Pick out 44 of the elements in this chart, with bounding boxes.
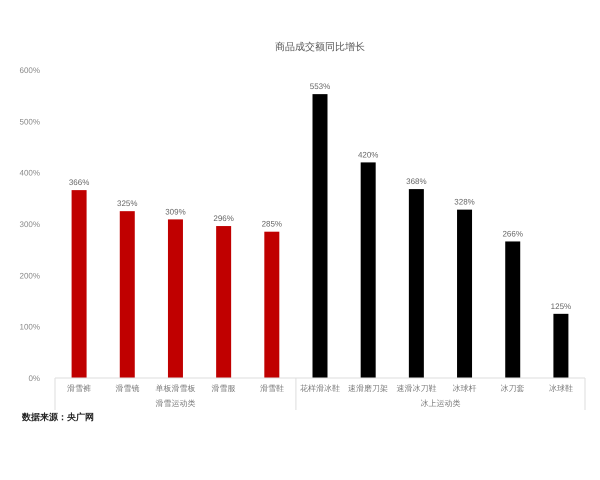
bar — [312, 94, 328, 378]
x-tick-label: 速滑磨刀架 — [348, 384, 388, 393]
x-tick-label: 滑雪服 — [212, 384, 236, 393]
y-tick-label: 100% — [20, 322, 40, 332]
x-tick-label: 花样滑冰鞋 — [300, 384, 340, 393]
text: 冰上运动类 — [420, 399, 460, 408]
source-note: 数据来源：央广网 — [21, 412, 94, 422]
x-tick-label: 滑雪镜 — [115, 384, 140, 393]
data-label: 296% — [213, 214, 234, 224]
data-label: 266% — [502, 229, 523, 238]
data-label: 368% — [406, 177, 427, 186]
data-label: 309% — [165, 207, 186, 216]
x-tick-label: 滑雪裤 — [67, 384, 92, 393]
bar — [553, 314, 568, 378]
x-tick-label: 滑雪鞋 — [260, 384, 284, 393]
bar — [408, 189, 424, 378]
y-tick-label: 600% — [20, 66, 40, 75]
y-tick-label: 0% — [28, 374, 40, 383]
x-tick-label: 单板滑雪板 — [155, 384, 196, 393]
bar — [360, 162, 376, 378]
y-tick-label: 200% — [20, 271, 40, 280]
bar — [216, 226, 232, 378]
bar — [120, 211, 135, 378]
data-label: 328% — [454, 198, 475, 207]
y-tick-label: 300% — [20, 220, 40, 229]
data-label: 285% — [262, 220, 282, 229]
bar — [168, 219, 183, 378]
text: 滑雪运动类 — [155, 399, 196, 408]
data-label: 553% — [310, 82, 330, 92]
bar — [72, 190, 87, 378]
x-tick-label: 速滑冰刀鞋 — [396, 384, 436, 393]
y-tick-label: 500% — [20, 117, 40, 126]
chart-title: 商品成交额同比增长 — [275, 41, 365, 53]
bar — [264, 232, 280, 378]
data-label: 420% — [358, 150, 378, 160]
bar — [457, 210, 472, 378]
data-label: 125% — [550, 302, 572, 311]
data-label: 366% — [68, 178, 90, 188]
y-tick-label: 400% — [20, 168, 40, 178]
x-tick-label: 冰球杆 — [452, 384, 477, 393]
bar — [505, 241, 520, 378]
x-tick-label: 冰球鞋 — [548, 384, 573, 393]
data-label: 325% — [117, 199, 138, 208]
x-tick-label: 冰刀套 — [500, 384, 525, 393]
